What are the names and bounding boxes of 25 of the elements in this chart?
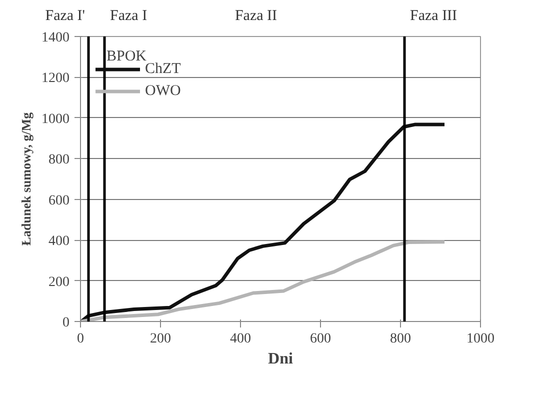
y-tick-label: 600: [48, 193, 70, 208]
annotation: BPOK: [106, 48, 147, 64]
text: Faza II: [234, 7, 278, 26]
legend-label: ChZT: [145, 60, 181, 78]
x-tick-label: 600: [310, 332, 331, 346]
y-tick-label: 0: [62, 316, 70, 330]
y-tick-label: 1200: [42, 71, 70, 86]
y-axis-title: Ładunek sumowy, g/Mg: [18, 112, 34, 246]
y-tick-label: 800: [48, 152, 70, 168]
y-tick-label: 200: [48, 274, 70, 290]
ref-line-label: Faza I': [45, 7, 85, 26]
y-tick-label: 1000: [42, 112, 70, 127]
line-series: [80, 240, 446, 322]
ref-line-label: Faza III: [410, 7, 458, 26]
x-axis-title: Dni: [268, 350, 294, 368]
x-tick-label: 200: [150, 332, 171, 346]
x-tick-label: 0: [77, 332, 84, 346]
line-series: [80, 122, 446, 322]
ref-line-label: Faza I: [110, 7, 148, 26]
y-tick-label: 1400: [42, 30, 70, 46]
x-tick-label: 400: [230, 332, 251, 346]
x-tick-label: 1000: [466, 332, 494, 346]
y-tick-label: 400: [48, 234, 70, 250]
legend-label: OWO: [145, 82, 181, 100]
x-tick-label: 800: [390, 332, 411, 346]
